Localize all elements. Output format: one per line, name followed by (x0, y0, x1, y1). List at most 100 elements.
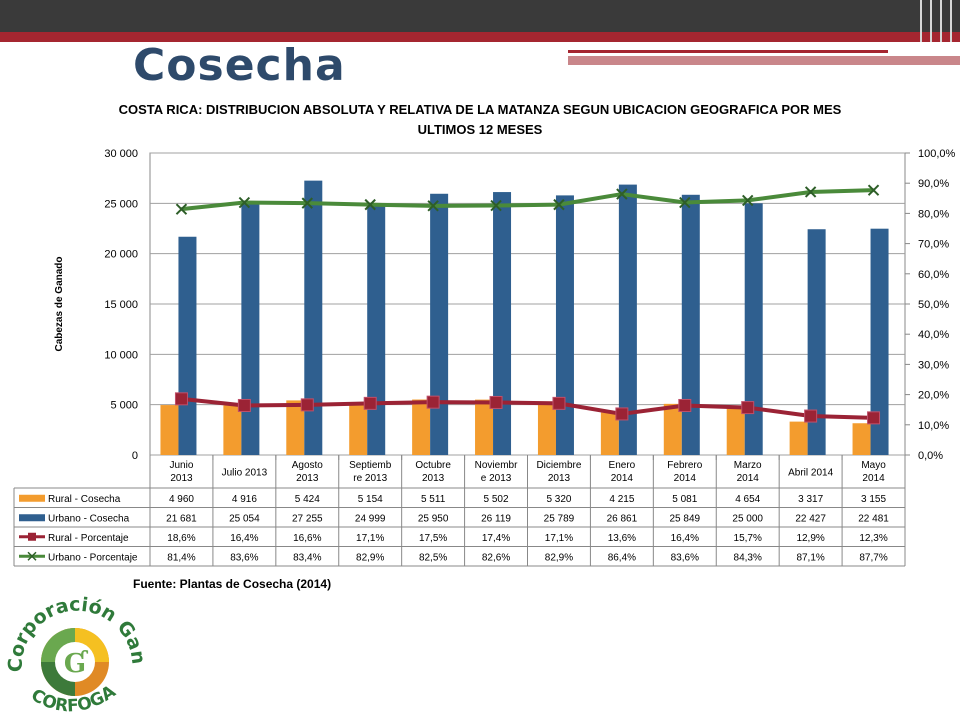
corfoga-logo: Ɠ Corporación Ganadera CORFOGA (0, 580, 150, 716)
bar-rural-cosecha (789, 421, 808, 455)
point-urbano-porcentaje (742, 194, 754, 207)
y2-tick-label: 0,0% (918, 450, 943, 462)
bar-rural-cosecha (475, 399, 494, 455)
bar-urbano-cosecha (555, 195, 574, 455)
bar-urbano-cosecha (493, 192, 512, 456)
data-label: 5 154 (358, 494, 383, 505)
bar-rural-cosecha (412, 399, 431, 455)
data-label: 25 950 (418, 513, 449, 524)
legend-entry: Urbano - Porcentaje (48, 552, 138, 563)
bar-urbano-cosecha (807, 229, 826, 455)
point-urbano-porcentaje (427, 200, 439, 212)
header-stripe (950, 0, 952, 42)
point-rural-porcentaje (237, 398, 251, 412)
data-label: 3 317 (798, 494, 823, 505)
bar-rural-cosecha (726, 408, 745, 455)
data-label: 16,6% (293, 533, 321, 544)
bar-rural-cosecha (349, 403, 368, 455)
bar-urbano-cosecha (870, 228, 889, 455)
point-rural-porcentaje (489, 395, 503, 409)
y-tick-label: 5 000 (110, 400, 138, 412)
data-label: 22 481 (858, 513, 889, 524)
chart-title-line1: COSTA RICA: DISTRIBUCION ABSOLUTA Y RELA… (118, 102, 842, 117)
y2-tick-label: 50,0% (918, 299, 949, 311)
data-label: 25 789 (544, 513, 575, 524)
point-rural-porcentaje (615, 407, 629, 421)
data-label: 83,4% (293, 552, 321, 563)
legend-key-marker (27, 551, 37, 561)
x-tick-label: Noviembr (475, 460, 518, 471)
y-tick-label: 25 000 (104, 198, 138, 210)
x-tick-label: Febrero (667, 460, 702, 471)
bar-urbano-cosecha (618, 184, 637, 455)
data-label: 82,6% (482, 552, 510, 563)
data-label: 16,4% (230, 533, 258, 544)
data-label: 25 849 (669, 513, 700, 524)
legend-entry: Urbano - Cosecha (48, 513, 130, 524)
data-label: 82,9% (545, 552, 573, 563)
y-tick-label: 30 000 (104, 148, 138, 160)
data-label: 18,6% (167, 533, 195, 544)
data-label: 22 427 (795, 513, 826, 524)
bar-urbano-cosecha (430, 193, 449, 455)
x-tick-label: Septiemb (349, 460, 392, 471)
data-label: 84,3% (734, 552, 762, 563)
header-stripe (940, 0, 942, 42)
data-label: 4 654 (735, 494, 760, 505)
slide-title: Cosecha (133, 40, 346, 91)
bar-urbano-cosecha (744, 203, 763, 455)
y-tick-label: 15 000 (104, 299, 138, 311)
data-label: 87,7% (859, 552, 887, 563)
data-label: 13,6% (608, 533, 636, 544)
y2-tick-label: 20,0% (918, 390, 949, 402)
data-label: 5 320 (546, 494, 571, 505)
data-label: 17,1% (545, 533, 573, 544)
data-label: 17,4% (482, 533, 510, 544)
point-urbano-porcentaje (301, 197, 313, 209)
x-tick-label: Mayo (861, 460, 886, 471)
y2-tick-label: 30,0% (918, 359, 949, 371)
data-label: 5 511 (421, 494, 446, 505)
data-label: 26 119 (481, 513, 511, 524)
data-label: 12,9% (796, 533, 824, 544)
data-label: 25 000 (732, 513, 763, 524)
data-label: 5 424 (295, 494, 320, 505)
bar-urbano-cosecha (367, 203, 386, 455)
point-rural-porcentaje (174, 392, 188, 406)
data-label: 83,6% (671, 552, 699, 563)
data-label: 21 681 (166, 513, 197, 524)
bar-urbano-cosecha (178, 236, 197, 455)
data-label: 16,4% (671, 533, 699, 544)
y-tick-label: 20 000 (104, 249, 138, 261)
y2-tick-label: 40,0% (918, 329, 949, 341)
data-label: 81,4% (167, 552, 195, 563)
chart-title: COSTA RICA: DISTRIBUCION ABSOLUTA Y RELA… (90, 100, 870, 140)
data-label: 25 054 (229, 513, 260, 524)
y2-tick-label: 70,0% (918, 239, 949, 251)
x-tick-label: 2013 (548, 473, 571, 484)
y2-tick-label: 100,0% (918, 148, 956, 160)
x-tick-label: 2013 (296, 473, 319, 484)
data-label: 4 215 (609, 494, 634, 505)
data-label: 3 155 (861, 494, 886, 505)
x-tick-label: Enero (609, 460, 636, 471)
point-urbano-porcentaje (804, 186, 817, 198)
data-label: 17,1% (356, 533, 384, 544)
x-tick-label: 2013 (422, 473, 445, 484)
legend-entry: Rural - Porcentaje (48, 533, 129, 544)
source-note: Fuente: Plantas de Cosecha (2014) (133, 577, 332, 591)
y2-tick-label: 60,0% (918, 269, 949, 281)
y-tick-label: 0 (132, 450, 138, 462)
decor-stripe (568, 56, 960, 65)
header-stripe (930, 0, 932, 42)
line-urbano-porcentaje (181, 188, 874, 212)
point-urbano-porcentaje (679, 196, 691, 209)
bar-urbano-cosecha (681, 194, 700, 455)
gear-icon: Ɠ (41, 628, 109, 696)
line-rural-porcentaje (181, 396, 874, 420)
point-urbano-porcentaje (238, 196, 251, 209)
x-tick-label: 2013 (170, 473, 193, 484)
point-urbano-porcentaje (364, 198, 376, 211)
y-tick-label: 10 000 (104, 349, 138, 361)
x-tick-label: re 2013 (353, 473, 387, 484)
